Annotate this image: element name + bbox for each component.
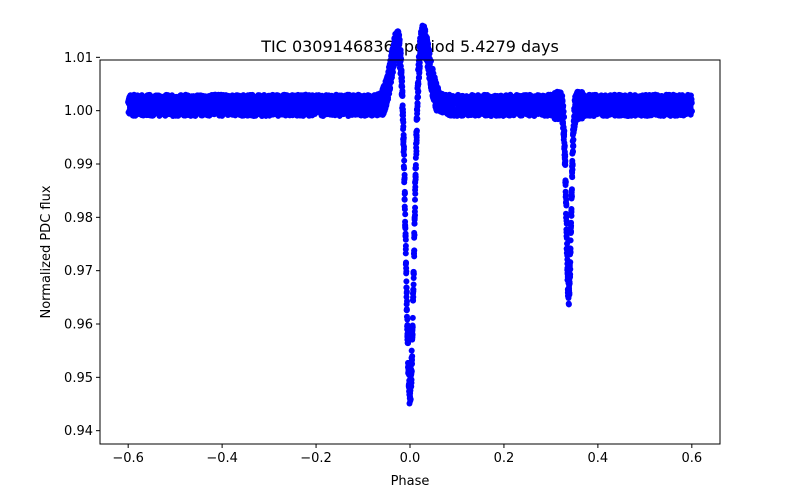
data-point <box>402 250 409 257</box>
data-point <box>414 103 421 110</box>
data-point <box>399 78 406 85</box>
data-point <box>401 151 408 158</box>
data-point <box>416 63 423 70</box>
data-point <box>408 376 415 383</box>
data-point <box>412 183 419 190</box>
data-point <box>568 189 575 196</box>
data-point <box>410 288 417 295</box>
data-point <box>569 149 576 156</box>
data-point <box>413 148 420 155</box>
data-point <box>399 106 406 113</box>
data-point <box>428 57 435 64</box>
data-point <box>403 278 410 285</box>
data-point <box>567 266 574 273</box>
data-point <box>570 136 577 143</box>
data-point <box>561 127 568 134</box>
data-point <box>402 224 409 231</box>
data-point <box>563 196 570 203</box>
data-point <box>567 271 574 278</box>
data-point <box>566 280 573 287</box>
data-point <box>412 176 419 183</box>
data-point <box>402 242 409 249</box>
data-point <box>567 237 574 244</box>
data-point <box>401 190 408 197</box>
data-point <box>560 108 567 115</box>
data-point <box>399 87 406 94</box>
data-point <box>402 236 409 243</box>
data-point <box>402 211 409 218</box>
data-point <box>412 212 419 219</box>
plot-area <box>125 22 695 407</box>
data-point <box>411 253 418 260</box>
data-point <box>412 204 419 211</box>
data-point <box>398 56 405 63</box>
data-point <box>426 50 433 57</box>
data-point <box>559 97 566 104</box>
data-point <box>412 196 418 203</box>
data-point <box>560 114 567 121</box>
data-point <box>569 161 576 168</box>
data-point <box>412 190 419 197</box>
data-point <box>568 219 575 226</box>
data-point <box>561 142 568 149</box>
data-point <box>387 85 394 92</box>
data-point <box>409 314 416 321</box>
data-point <box>404 298 411 305</box>
data-point <box>403 270 410 277</box>
data-point <box>403 307 410 314</box>
data-point <box>411 247 418 254</box>
data-point <box>400 143 407 150</box>
data-point <box>560 102 567 109</box>
data-point <box>566 291 573 298</box>
data-point <box>415 81 422 88</box>
data-point <box>415 94 422 101</box>
data-point <box>413 134 420 141</box>
data-point <box>568 228 575 235</box>
data-point <box>567 245 574 252</box>
data-point <box>407 396 414 403</box>
data-point <box>404 316 411 323</box>
data-point <box>409 360 415 367</box>
data-point <box>389 69 396 76</box>
data-point <box>570 143 577 150</box>
data-point <box>412 165 419 172</box>
data-point <box>408 368 415 375</box>
data-point <box>408 347 415 354</box>
data-point <box>409 353 416 360</box>
data-point <box>403 288 410 295</box>
data-point <box>425 41 432 48</box>
data-point <box>415 88 422 95</box>
data-point <box>562 178 569 185</box>
data-point <box>411 231 418 238</box>
data-point <box>401 174 408 181</box>
data-point <box>401 196 408 203</box>
data-point <box>397 50 404 57</box>
data-point <box>568 207 575 214</box>
data-point <box>400 134 407 141</box>
data-point <box>399 93 406 100</box>
data-point <box>402 259 409 266</box>
data-point <box>410 281 417 288</box>
data-point <box>401 157 408 164</box>
data-point <box>410 270 417 277</box>
data-point <box>414 115 421 122</box>
data-point <box>398 67 405 74</box>
data-point <box>409 323 416 330</box>
data-point <box>396 37 403 44</box>
data-point <box>409 331 416 338</box>
data-point <box>400 119 407 126</box>
data-point <box>567 259 574 266</box>
chart-title: TIC 0309146836, period 5.4279 days <box>260 37 559 56</box>
data-point <box>388 74 395 81</box>
data-point <box>400 163 407 170</box>
data-point <box>562 161 569 168</box>
data-point <box>569 166 576 173</box>
data-point <box>565 300 572 307</box>
